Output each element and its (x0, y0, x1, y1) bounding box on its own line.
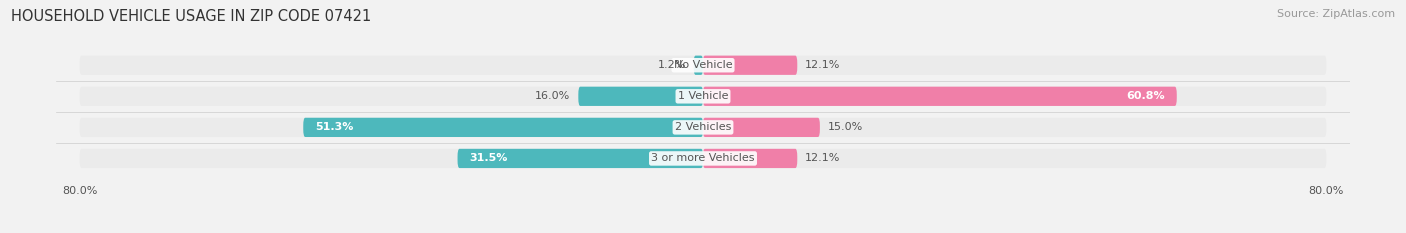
FancyBboxPatch shape (304, 118, 703, 137)
FancyBboxPatch shape (80, 56, 1326, 75)
FancyBboxPatch shape (693, 56, 703, 75)
Text: Source: ZipAtlas.com: Source: ZipAtlas.com (1277, 9, 1395, 19)
FancyBboxPatch shape (80, 118, 1326, 137)
Text: 1 Vehicle: 1 Vehicle (678, 91, 728, 101)
FancyBboxPatch shape (703, 56, 797, 75)
FancyBboxPatch shape (578, 87, 703, 106)
Text: 31.5%: 31.5% (470, 154, 508, 163)
Text: 3 or more Vehicles: 3 or more Vehicles (651, 154, 755, 163)
FancyBboxPatch shape (703, 118, 820, 137)
Text: 1.2%: 1.2% (658, 60, 686, 70)
Text: 51.3%: 51.3% (315, 122, 353, 132)
Text: 2 Vehicles: 2 Vehicles (675, 122, 731, 132)
FancyBboxPatch shape (457, 149, 703, 168)
Text: 12.1%: 12.1% (806, 154, 841, 163)
Text: 60.8%: 60.8% (1126, 91, 1166, 101)
FancyBboxPatch shape (703, 149, 797, 168)
FancyBboxPatch shape (80, 149, 1326, 168)
FancyBboxPatch shape (80, 87, 1326, 106)
Text: 12.1%: 12.1% (806, 60, 841, 70)
FancyBboxPatch shape (703, 87, 1177, 106)
Text: 15.0%: 15.0% (828, 122, 863, 132)
Text: HOUSEHOLD VEHICLE USAGE IN ZIP CODE 07421: HOUSEHOLD VEHICLE USAGE IN ZIP CODE 0742… (11, 9, 371, 24)
Text: No Vehicle: No Vehicle (673, 60, 733, 70)
Text: 16.0%: 16.0% (536, 91, 571, 101)
